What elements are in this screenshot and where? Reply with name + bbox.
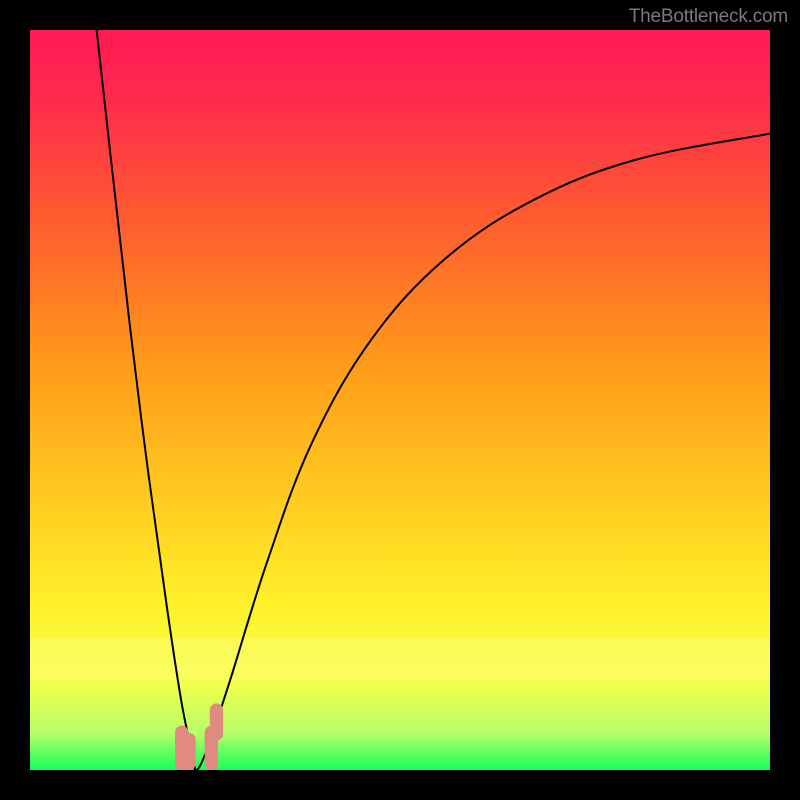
minimum-markers-group: [175, 703, 223, 770]
minimum-marker: [210, 703, 223, 740]
chart-plot-area: [30, 30, 770, 770]
minimum-marker: [182, 733, 195, 770]
bottleneck-curve-svg: [30, 30, 770, 770]
bottleneck-curve: [97, 30, 770, 770]
watermark-text: TheBottleneck.com: [629, 6, 788, 28]
